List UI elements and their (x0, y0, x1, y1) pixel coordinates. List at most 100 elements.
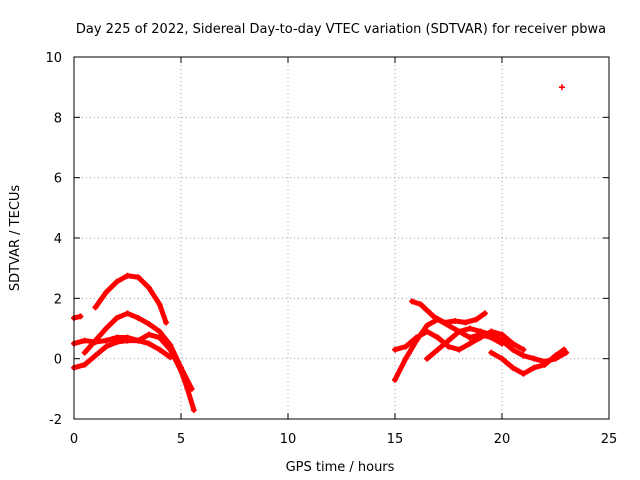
data-point (445, 337, 452, 344)
data-point (531, 364, 538, 371)
data-point (184, 385, 191, 392)
data-point (113, 278, 120, 285)
data-point (499, 331, 505, 338)
x-tick-label: 20 (494, 432, 511, 447)
data-point (392, 376, 398, 383)
data-point (561, 346, 568, 353)
data-point (531, 355, 538, 362)
data-point (81, 361, 88, 368)
series-arc-1 (92, 272, 170, 326)
data-point (103, 325, 110, 332)
y-tick-label: 4 (54, 232, 62, 247)
data-point (499, 355, 505, 362)
data-point (509, 340, 516, 347)
data-point (477, 334, 484, 341)
data-point (509, 346, 516, 353)
x-tick-label: 5 (177, 432, 185, 447)
series-line (71, 338, 173, 371)
x-tick-label: 0 (70, 432, 78, 447)
ticks: 0 5 10 15 20 25 -2 0 2 4 6 8 10 (45, 51, 617, 447)
data-point (167, 354, 174, 361)
data-point (456, 346, 463, 353)
data-point (124, 272, 131, 279)
series-line (392, 316, 505, 383)
data-point (113, 339, 120, 346)
data-point (488, 331, 495, 338)
data-point (466, 334, 473, 341)
data-point (92, 352, 99, 359)
data-point (424, 322, 431, 329)
data-point (509, 364, 516, 371)
data-point (392, 346, 398, 353)
data-point (103, 343, 110, 350)
data-point (124, 310, 131, 317)
data-point (445, 343, 452, 350)
data-point (135, 274, 142, 281)
series-night-3 (392, 328, 527, 353)
data-point (156, 301, 163, 308)
data-point (145, 331, 152, 338)
data-point (466, 340, 473, 347)
grid (74, 57, 609, 419)
series-night-1 (392, 316, 505, 383)
y-tick-label: 2 (54, 292, 62, 307)
data-point (434, 346, 441, 353)
data-point (156, 328, 163, 335)
data-point (124, 337, 131, 344)
series-night-4 (424, 325, 570, 365)
data-point (499, 337, 505, 344)
data-point (92, 339, 99, 346)
data-point (413, 334, 420, 341)
chart-title: Day 225 of 2022, Sidereal Day-to-day VTE… (76, 22, 606, 37)
data-points (71, 84, 570, 413)
x-axis-label: GPS time / hours (286, 460, 395, 475)
y-axis-label: SDTVAR / TECUs (8, 185, 23, 292)
data-point (434, 334, 441, 341)
series-line (92, 273, 169, 325)
data-point (520, 370, 527, 377)
data-point (558, 84, 565, 91)
data-point (441, 319, 448, 326)
data-point (424, 355, 431, 362)
data-point (156, 334, 163, 341)
data-point (430, 313, 437, 320)
data-point (451, 317, 458, 324)
data-point (167, 346, 174, 353)
data-point (190, 406, 197, 413)
y-tick-label: 8 (54, 111, 62, 126)
series-line (488, 347, 567, 377)
x-tick-label: 25 (601, 432, 618, 447)
data-point (77, 313, 84, 320)
y-tick-label: -2 (49, 413, 62, 428)
data-point (541, 361, 548, 368)
data-point (424, 328, 431, 335)
x-tick-label: 10 (280, 432, 297, 447)
y-tick-label: 6 (54, 172, 62, 187)
data-point (466, 325, 473, 332)
data-point (103, 337, 110, 344)
series-arc-3 (71, 331, 197, 413)
data-point (520, 346, 527, 353)
data-point (520, 352, 527, 359)
data-point (402, 343, 409, 350)
series-short-arc (71, 313, 84, 321)
data-point (488, 349, 495, 356)
data-point (113, 314, 120, 321)
data-point (135, 337, 142, 344)
y-tick-label: 10 (45, 51, 62, 66)
data-point (456, 328, 463, 335)
series-night-5 (488, 346, 568, 377)
data-point (473, 316, 480, 323)
data-point (145, 320, 152, 327)
data-point (81, 337, 88, 344)
data-point (135, 314, 142, 321)
data-point (92, 304, 99, 311)
data-point (145, 284, 152, 291)
data-point (145, 340, 152, 347)
data-point (163, 319, 170, 326)
data-point (477, 328, 484, 335)
series-night-2 (409, 298, 488, 326)
data-point (409, 298, 416, 305)
data-point (481, 310, 488, 317)
